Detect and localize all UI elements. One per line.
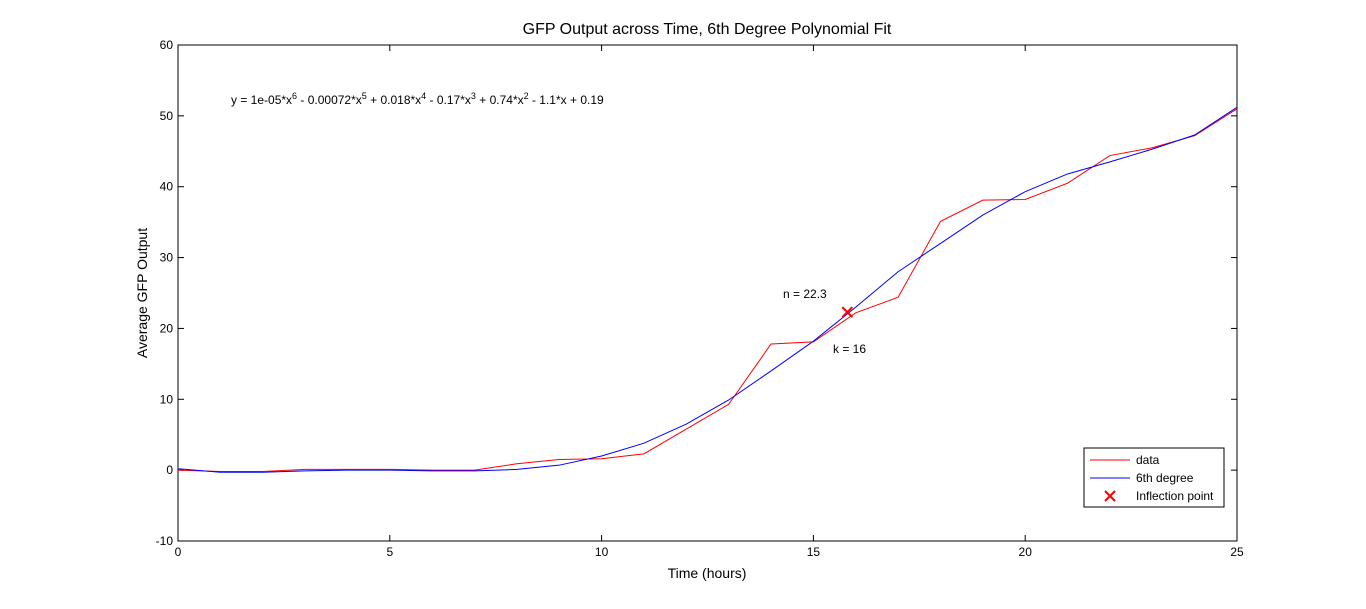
x-axis-label: Time (hours)	[668, 565, 747, 581]
series-line-6th-degree	[177, 106, 1238, 473]
inflection-point-marker	[841, 306, 853, 318]
x-tick-label: 0	[175, 545, 182, 559]
y-tick-label: -10	[156, 534, 174, 548]
plot-area	[177, 44, 1238, 542]
legend: data 6th degree Inflection point	[1083, 447, 1225, 508]
x-tick-label: 5	[386, 545, 393, 559]
fit-equation: y = 1e-05*x6 - 0.00072*x5 + 0.018*x4 - 0…	[231, 91, 604, 107]
y-tick-label: 30	[160, 251, 174, 265]
y-axis-label: Average GFP Output	[134, 228, 150, 358]
x-tick-label: 15	[807, 545, 821, 559]
annotation-n: n = 22.3	[783, 287, 827, 301]
y-tick-label: 0	[166, 463, 173, 477]
y-tick-label: 50	[160, 109, 174, 123]
chart-title: GFP Output across Time, 6th Degree Polyn…	[523, 21, 892, 38]
annotation-k: k = 16	[833, 342, 866, 356]
x-tick-label: 10	[595, 545, 609, 559]
legend-inflection: Inflection point	[1136, 489, 1214, 503]
y-tick-label: 60	[160, 38, 174, 52]
legend-fit: 6th degree	[1136, 471, 1194, 485]
series-line-data	[177, 108, 1238, 473]
x-tick-label: 20	[1019, 545, 1033, 559]
y-tick-label: 40	[160, 180, 174, 194]
legend-inflection-marker	[1104, 490, 1116, 502]
x-tick-label: 25	[1230, 545, 1244, 559]
y-tick-label: 20	[160, 321, 174, 335]
legend-data: data	[1136, 453, 1160, 467]
y-tick-label: 10	[160, 392, 174, 406]
